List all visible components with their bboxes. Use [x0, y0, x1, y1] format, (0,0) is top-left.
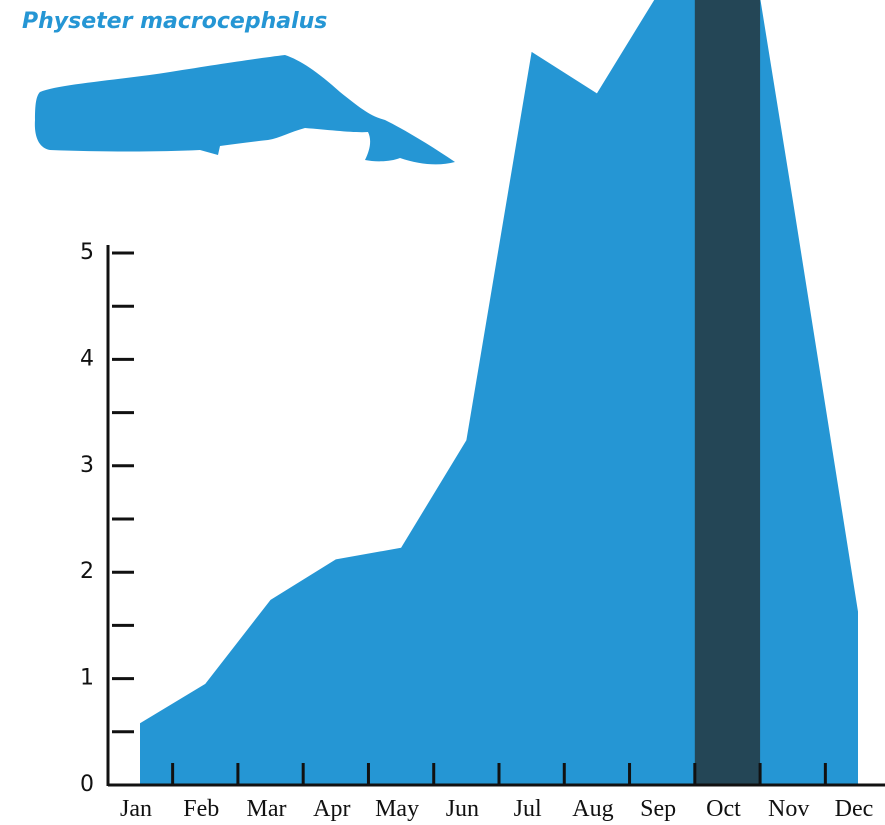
x-tick-label: Sep [640, 796, 676, 822]
y-tick-label: 0 [80, 772, 94, 797]
x-tick-label: Jan [120, 796, 152, 822]
x-tick-label: Mar [247, 796, 287, 822]
whale-silhouette [34, 55, 455, 165]
chart-title: Physeter macrocephalus [22, 9, 327, 34]
y-tick-label: 3 [80, 453, 94, 478]
y-tick-label: 1 [80, 666, 94, 691]
highlight-band [694, 0, 761, 785]
x-tick-label: Oct [706, 796, 741, 822]
x-tick-label: Jul [514, 796, 542, 822]
y-tick-label: 2 [80, 559, 94, 584]
area [140, 0, 858, 785]
x-tick-label: Dec [835, 796, 874, 822]
x-tick-label: Aug [572, 796, 613, 822]
y-tick-label: 4 [80, 346, 94, 371]
x-tick-label: Jun [446, 796, 479, 822]
x-tick-label: May [375, 796, 419, 822]
y-tick-label: 5 [80, 240, 94, 265]
x-tick-label: Apr [313, 796, 350, 822]
x-tick-label: Feb [183, 796, 219, 822]
x-tick-label: Nov [768, 796, 809, 822]
